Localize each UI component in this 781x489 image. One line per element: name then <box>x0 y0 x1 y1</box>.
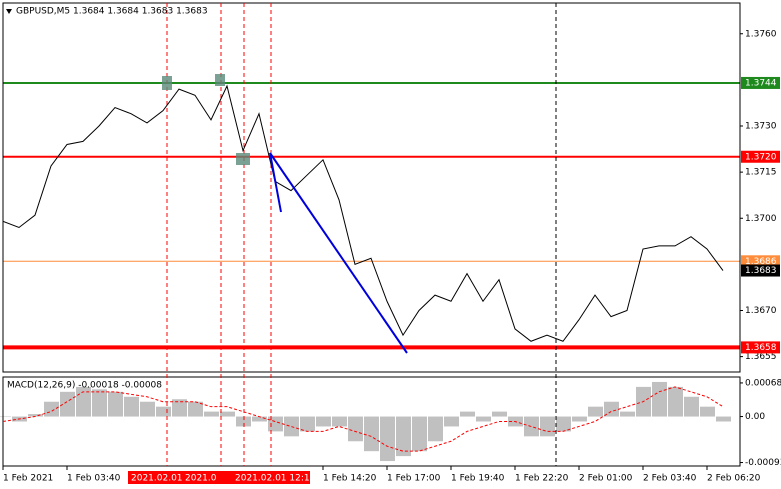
macd-bar <box>60 391 75 417</box>
x-tick-label: 1 Feb 19:40 <box>451 474 505 484</box>
y-tick-label: 1.3715 <box>745 168 777 178</box>
y-tick-label: 1.3730 <box>745 122 777 132</box>
macd-bar <box>556 416 571 432</box>
trend-line <box>269 152 408 354</box>
y-tick-label: 1.3655 <box>745 352 777 362</box>
main-frame <box>2 2 741 373</box>
level-label: 1.3686 <box>745 257 777 267</box>
macd-bar <box>316 416 331 427</box>
x-tick-label: 1 Feb 2021 <box>3 474 53 484</box>
macd-bar <box>460 411 475 417</box>
macd-bar <box>108 391 123 417</box>
macd-bar <box>220 411 235 417</box>
annotations <box>162 74 408 354</box>
trend-line <box>269 152 282 213</box>
macd-title: MACD(12,26,9) -0.00018 -0.00008 <box>7 381 162 391</box>
macd-bar <box>236 416 251 427</box>
macd-bar <box>540 416 555 437</box>
level-label: 1.3658 <box>745 343 777 353</box>
macd-bar <box>652 381 667 417</box>
marker-label: 2021.02.01 <box>131 474 183 484</box>
macd-bar <box>380 416 395 462</box>
level-box <box>741 150 780 163</box>
x-tick-label: 1 Feb 22:20 <box>515 474 569 484</box>
macd-bar <box>572 416 587 422</box>
macd-bar <box>476 416 491 422</box>
trade-marker <box>236 153 250 165</box>
macd-bar <box>92 389 107 417</box>
macd-bar <box>412 416 427 452</box>
x-tick-label: 2 Feb 01:00 <box>579 474 633 484</box>
y-tick-label: 1.3700 <box>745 214 777 224</box>
macd-bar <box>444 416 459 427</box>
x-tick-label: 1 Feb 17:00 <box>387 474 441 484</box>
macd-bar <box>332 416 347 427</box>
macd-bar <box>204 411 219 417</box>
y-tick-label: 1.3760 <box>745 29 777 39</box>
macd-bar <box>716 416 731 422</box>
level-label: 1.3720 <box>745 152 777 162</box>
macd-bar <box>364 416 379 452</box>
marker-box <box>128 471 184 484</box>
macd-bar <box>668 386 683 417</box>
level-box <box>741 341 780 354</box>
macd-bar <box>428 416 443 442</box>
upper-layer: 1.3760 1.3730 1.3715 1.3700 1.3670 1.3655 1.37… <box>2 29 781 484</box>
lower-layer <box>0 81 740 462</box>
macd-bar <box>620 411 635 417</box>
level-box <box>741 264 780 277</box>
price-line <box>3 84 724 342</box>
macd-bar <box>156 406 171 417</box>
marker-label: 2021.0 <box>185 474 217 484</box>
macd-bar <box>524 416 539 437</box>
macd-bar <box>172 399 187 417</box>
macd-bar <box>252 416 267 422</box>
macd-bar <box>188 401 203 417</box>
header: GBPUSD,M5 1.3684 1.3684 1.3683 1.3683 <box>16 7 208 17</box>
macd-bar <box>588 406 603 417</box>
macd-bar <box>28 414 43 417</box>
x-tick-label: 1 Feb 14:20 <box>323 474 377 484</box>
macd-bar <box>348 416 363 442</box>
marker-box <box>182 471 232 484</box>
marker-box <box>232 471 310 484</box>
time-markers: 2021.02.01 2021.0 2021.02.01 12:10 <box>128 471 316 484</box>
macd-bar <box>268 416 283 432</box>
macd-bar <box>700 406 715 417</box>
macd-bar <box>44 401 59 417</box>
macd-bar <box>300 416 315 432</box>
x-tick-label: 2 Feb 03:40 <box>643 474 697 484</box>
y-tick-label: 0.00068 <box>745 378 781 388</box>
signal-line <box>2 386 724 452</box>
level-label: 1.3744 <box>745 78 777 88</box>
macd-bar <box>492 411 507 417</box>
level-box <box>741 76 780 89</box>
y-tick-label: -0.00093 <box>745 458 781 468</box>
macd-bar <box>140 401 155 417</box>
macd-bar <box>0 416 11 418</box>
level-box <box>741 255 780 268</box>
y-tick-label: 0.00 <box>745 412 765 422</box>
macd-bar <box>684 396 699 417</box>
y-tick-label: 1.3670 <box>745 306 777 316</box>
header-icon <box>6 9 12 14</box>
x-tick-label: 2 Feb 06:20 <box>707 474 761 484</box>
level-label: 1.3683 <box>745 266 777 276</box>
marker-label: 2021.02.01 12:10 <box>235 474 316 484</box>
macd-bar <box>124 396 139 417</box>
x-tick-label: 1 Feb 03:40 <box>67 474 121 484</box>
macd-bar <box>396 416 411 457</box>
trade-marker <box>215 74 225 86</box>
trade-marker <box>162 76 172 90</box>
macd-bar <box>604 401 619 417</box>
